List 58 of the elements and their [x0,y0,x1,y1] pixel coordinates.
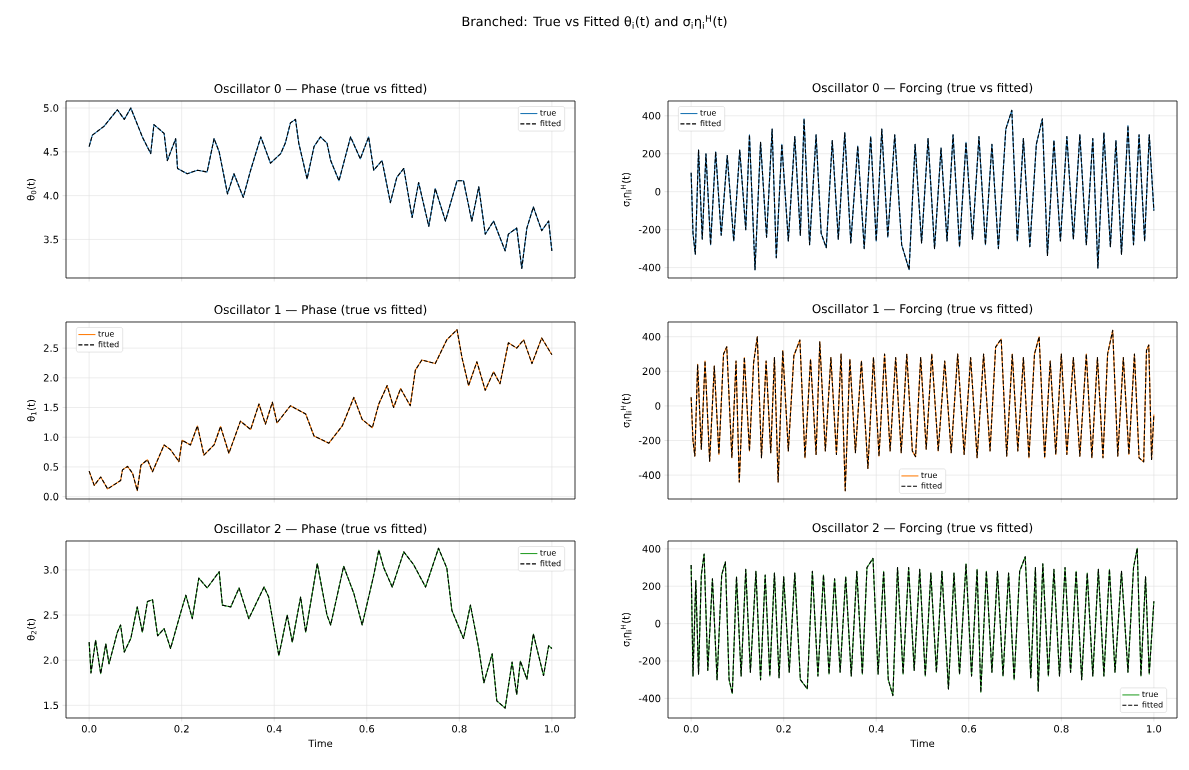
y-tick-label: 3.0 [43,566,59,574]
y-tick-label: 0 [655,619,661,628]
x-tick-label: 0.4 [868,725,884,733]
x-tick-label: 0.8 [1054,725,1069,733]
x-axis-title: Time [910,739,935,748]
chart-title: Oscillator 2 — Forcing (true vs fitted) [812,522,1033,535]
y-tick-label: 1.5 [44,701,59,710]
line-series [690,109,1155,271]
y-tick-label: 5.0 [43,104,59,112]
x-tick-label: 0.2 [174,725,189,733]
y-axis-title: σ$_{i}$η$_{i}$$^{H}$(t) [620,612,632,647]
y-tick-label: 200 [642,367,661,376]
y-tick-label: 4.5 [43,148,59,156]
y-tick-label: 200 [642,582,661,590]
y-tick-label: 3.5 [43,235,59,244]
chart-title: Oscillator 1 — Phase (true vs fitted) [214,304,427,316]
y-tick-label: 0.0 [43,492,59,501]
y-tick-label: -400 [638,471,661,479]
x-tick-label: 0.8 [452,725,467,733]
y-axis-title: θ$_{0}$(t) [26,178,37,201]
y-tick-label: 2.0 [43,656,59,664]
y-tick-label: -200 [638,225,661,234]
y-tick-label: 2.5 [43,611,59,619]
y-axis-title: σ$_{i}$η$_{i}$$^{H}$(t) [620,172,632,207]
y-tick-label: 0.5 [43,463,59,471]
y-axis-title: θ$_{1}$(t) [26,400,37,422]
y-axis-title: θ$_{2}$(t) [26,619,37,641]
chart-title: Oscillator 0 — Forcing (true vs fitted) [812,82,1033,95]
chart-title: Oscillator 0 — Phase (true vs fitted) [214,83,427,95]
y-tick-label: -400 [638,694,661,703]
chart-title: Oscillator 1 — Forcing (true vs fitted) [812,303,1033,316]
x-tick-label: 1.0 [1147,725,1162,733]
x-tick-label: 0.4 [266,725,282,733]
y-tick-label: -200 [638,657,661,665]
line-series [690,329,1155,492]
y-tick-label: 400 [642,545,661,553]
y-tick-label: -400 [638,263,661,272]
y-tick-label: 400 [642,112,661,120]
y-tick-label: 1.0 [44,433,59,441]
x-tick-label: 0.6 [961,725,977,733]
y-tick-label: 1.5 [44,403,59,412]
y-tick-label: 2.0 [43,374,59,382]
y-tick-label: 0 [655,187,661,196]
x-tick-label: 0.0 [683,725,699,733]
text: Branched: True vs Fitted θ$_{i}$(t) and σ$_{i}$η$_{i}$$^{H}$(t) [462,15,727,29]
x-tick-label: 0.6 [359,725,375,733]
y-tick-label: 400 [642,332,661,341]
x-tick-label: 1.0 [545,725,560,733]
y-tick-label: 200 [642,149,661,158]
x-tick-label: 0.2 [776,725,791,733]
y-axis-title: σ$_{i}$η$_{i}$$^{H}$(t) [620,393,632,428]
y-tick-label: -200 [638,436,661,445]
y-tick-label: 0 [655,402,661,410]
y-tick-label: 2.5 [43,344,59,352]
chart-title: Oscillator 2 — Phase (true vs fitted) [214,523,427,535]
y-tick-label: 4.0 [43,191,59,200]
x-axis-title: Time [308,739,333,748]
x-tick-label: 0.0 [81,725,97,733]
